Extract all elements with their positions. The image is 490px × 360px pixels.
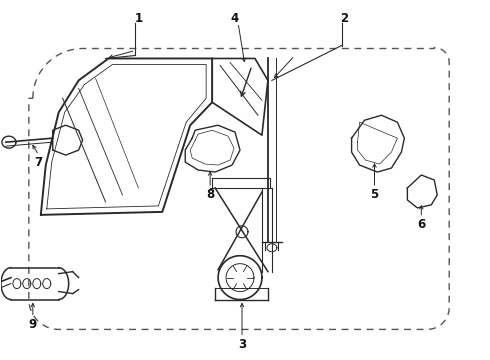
Text: 7: 7	[35, 156, 43, 168]
Text: 1: 1	[134, 12, 143, 25]
Text: 5: 5	[370, 188, 379, 202]
Text: 4: 4	[231, 12, 239, 25]
Text: 2: 2	[341, 12, 349, 25]
Text: 6: 6	[417, 218, 425, 231]
Text: 3: 3	[238, 338, 246, 351]
Text: 9: 9	[29, 318, 37, 331]
Text: 8: 8	[206, 188, 214, 202]
